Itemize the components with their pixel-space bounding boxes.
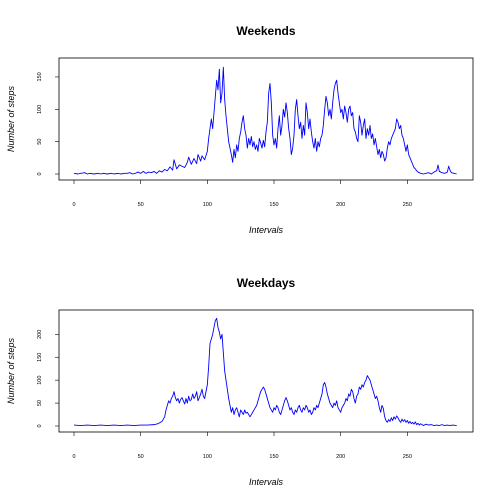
x-tick-label: 250 (403, 454, 412, 460)
panel-weekdays: Weekdays 0 50 100 150 200 250 0 50 100 150 200 In… (6, 276, 474, 487)
x-axis-label-weekdays: Intervals (249, 477, 284, 487)
y-tick-label: 0 (37, 424, 43, 427)
chart-title-weekdays: Weekdays (237, 276, 296, 290)
series-line-weekends (73, 66, 457, 175)
y-ticks-weekdays: 0 50 100 150 200 (37, 330, 59, 428)
x-tick-label: 50 (138, 454, 144, 460)
panel-weekends: Weekends 0 50 100 150 200 250 0 50 100 150 Inter… (6, 24, 474, 235)
y-ticks-weekends: 0 50 100 150 (37, 72, 59, 176)
plot-frame-weekdays (58, 309, 474, 433)
x-tick-label: 250 (403, 202, 412, 208)
y-tick-label: 50 (37, 139, 43, 145)
y-axis-label-weekends: Number of steps (6, 85, 16, 152)
series-line-weekdays (73, 317, 457, 426)
x-ticks-weekdays: 0 50 100 150 200 250 (72, 432, 412, 460)
plot-frame-weekends (58, 57, 474, 181)
y-tick-label: 200 (37, 330, 43, 339)
y-tick-label: 100 (37, 105, 43, 114)
y-tick-label: 150 (37, 353, 43, 362)
x-tick-label: 0 (72, 202, 75, 208)
y-axis-label-weekdays: Number of steps (6, 337, 16, 404)
x-tick-label: 100 (203, 202, 212, 208)
x-tick-label: 150 (269, 202, 278, 208)
x-tick-label: 0 (72, 454, 75, 460)
x-tick-label: 200 (336, 454, 345, 460)
x-tick-label: 50 (138, 202, 144, 208)
x-axis-label-weekends: Intervals (249, 225, 284, 235)
y-tick-label: 0 (37, 172, 43, 175)
y-tick-label: 50 (37, 400, 43, 406)
x-tick-label: 200 (336, 202, 345, 208)
chart-title-weekends: Weekends (236, 24, 295, 38)
x-tick-label: 150 (269, 454, 278, 460)
y-tick-label: 150 (37, 72, 43, 81)
x-ticks-weekends: 0 50 100 150 200 250 (72, 180, 412, 208)
y-tick-label: 100 (37, 376, 43, 385)
x-tick-label: 100 (203, 454, 212, 460)
